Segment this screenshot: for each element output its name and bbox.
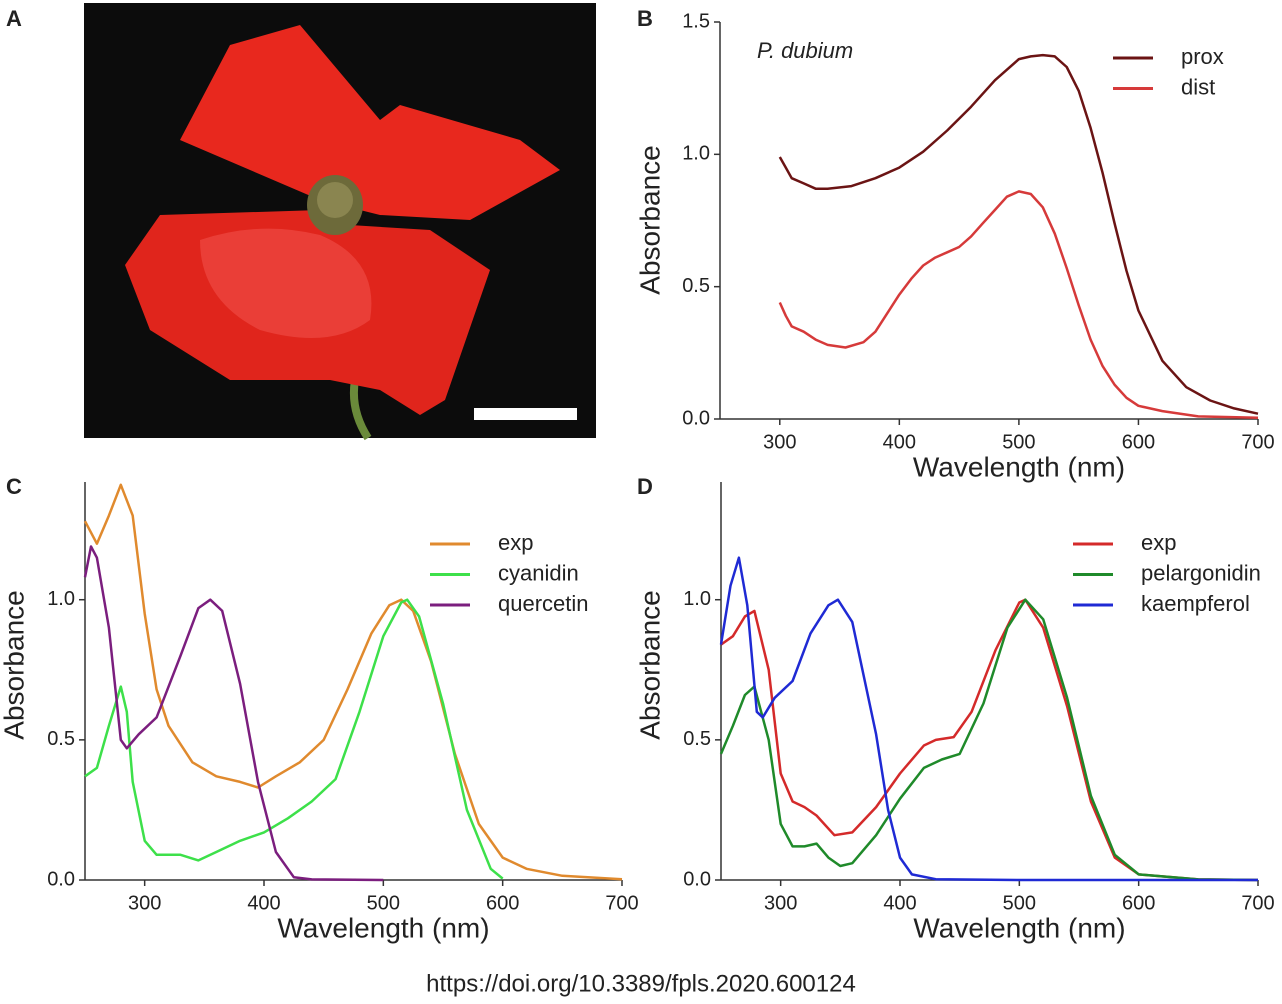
x-tick-label: 400 [883, 892, 916, 914]
x-tick-label: 600 [486, 892, 519, 914]
x-axis-title: Wavelength (nm) [277, 912, 489, 943]
legend-label: prox [1181, 44, 1224, 69]
y-tick-label: 0.0 [47, 868, 75, 890]
series-line [720, 598, 1259, 882]
y-tick-label: 0.5 [682, 275, 710, 297]
panel-label: D [637, 474, 653, 499]
x-tick-label: 600 [1122, 892, 1155, 914]
panel-label: B [637, 6, 653, 31]
y-tick-label: 1.0 [682, 143, 710, 165]
panel-label: C [6, 474, 22, 499]
y-tick-label: 0.5 [683, 728, 711, 750]
y-tick-label: 1.0 [683, 588, 711, 610]
source: https://doi.org/10.3389/fpls.2020.600124 [426, 970, 856, 997]
x-tick-label: 400 [883, 431, 916, 453]
y-tick-label: 0.0 [682, 407, 710, 429]
legend-label: kaempferol [1141, 591, 1250, 616]
y-tick-label: 1.5 [682, 10, 710, 32]
series-line [83, 483, 623, 881]
y-axis-title: Absorbance [634, 145, 665, 294]
series-line [778, 53, 1259, 415]
x-tick-label: 500 [1003, 892, 1036, 914]
panel-label: A [6, 6, 22, 31]
y-axis-title: Absorbance [0, 590, 29, 739]
x-tick-label: 700 [605, 892, 638, 914]
legend-label: dist [1181, 74, 1215, 99]
x-tick-label: 400 [247, 892, 280, 914]
legend-label: quercetin [498, 591, 589, 616]
series-line [719, 556, 1258, 882]
series-line [84, 598, 504, 880]
x-axis-title: Wavelength (nm) [913, 451, 1125, 482]
series-line [778, 190, 1259, 419]
x-tick-label: 700 [1241, 431, 1274, 453]
x-tick-label: 500 [367, 892, 400, 914]
x-tick-label: 300 [128, 892, 161, 914]
y-axis-title: Absorbance [634, 590, 665, 739]
legend-label: pelargonidin [1141, 560, 1261, 585]
y-tick-label: 0.5 [47, 728, 75, 750]
x-tick-label: 500 [1002, 431, 1035, 453]
legend-label: cyanidin [498, 560, 579, 585]
series-line [719, 598, 1259, 882]
legend-label: exp [498, 530, 533, 555]
series-line [83, 545, 384, 882]
x-axis-title: Wavelength (nm) [913, 912, 1125, 943]
photo [84, 3, 596, 441]
x-tick-label: 700 [1241, 892, 1274, 914]
x-tick-label: 600 [1122, 431, 1155, 453]
x-tick-label: 300 [763, 431, 796, 453]
legend-label: exp [1141, 530, 1176, 555]
annotation: P. dubium [757, 38, 853, 63]
y-tick-label: 1.0 [47, 588, 75, 610]
y-tick-label: 0.0 [683, 868, 711, 890]
x-tick-label: 300 [764, 892, 797, 914]
